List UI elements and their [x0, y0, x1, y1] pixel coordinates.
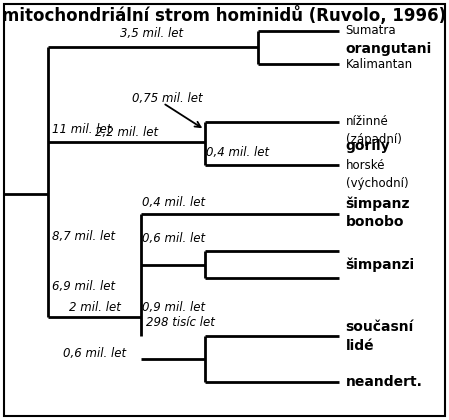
Text: gorily: gorily [346, 139, 390, 153]
Text: 0,6 mil. let: 0,6 mil. let [63, 347, 126, 360]
Text: 0,4 mil. let: 0,4 mil. let [206, 146, 269, 158]
Text: 0,9 mil. let: 0,9 mil. let [142, 301, 205, 314]
Text: (východní): (východní) [346, 177, 408, 190]
Text: 11 mil. let: 11 mil. let [52, 123, 111, 136]
Text: 6,9 mil. let: 6,9 mil. let [52, 280, 115, 293]
Text: orangutani: orangutani [346, 42, 432, 56]
Text: 2 mil. let: 2 mil. let [69, 301, 121, 314]
Text: (západní): (západní) [346, 133, 401, 146]
Text: neandert.: neandert. [346, 375, 423, 389]
Text: šimpanz: šimpanz [346, 197, 410, 211]
Text: nížinné: nížinné [346, 115, 388, 128]
Text: současní: současní [346, 320, 414, 334]
Text: 0,75 mil. let: 0,75 mil. let [132, 92, 202, 105]
Text: šimpanzi: šimpanzi [346, 257, 414, 272]
Text: 0,4 mil. let: 0,4 mil. let [142, 196, 205, 209]
Text: 3,5 mil. let: 3,5 mil. let [120, 27, 184, 40]
Text: Kalimantan: Kalimantan [346, 58, 413, 71]
Text: horské: horské [346, 159, 385, 172]
Text: lidé: lidé [346, 339, 374, 353]
Text: mitochondriální strom hominidů (Ruvolo, 1996): mitochondriální strom hominidů (Ruvolo, … [2, 6, 447, 25]
Text: 8,7 mil. let: 8,7 mil. let [52, 230, 115, 243]
Text: Sumatra: Sumatra [346, 24, 396, 37]
Text: 2,2 mil. let: 2,2 mil. let [95, 126, 158, 139]
Text: bonobo: bonobo [346, 215, 404, 228]
Text: 298 tisíc let: 298 tisíc let [146, 316, 215, 329]
Text: 0,6 mil. let: 0,6 mil. let [142, 232, 205, 245]
